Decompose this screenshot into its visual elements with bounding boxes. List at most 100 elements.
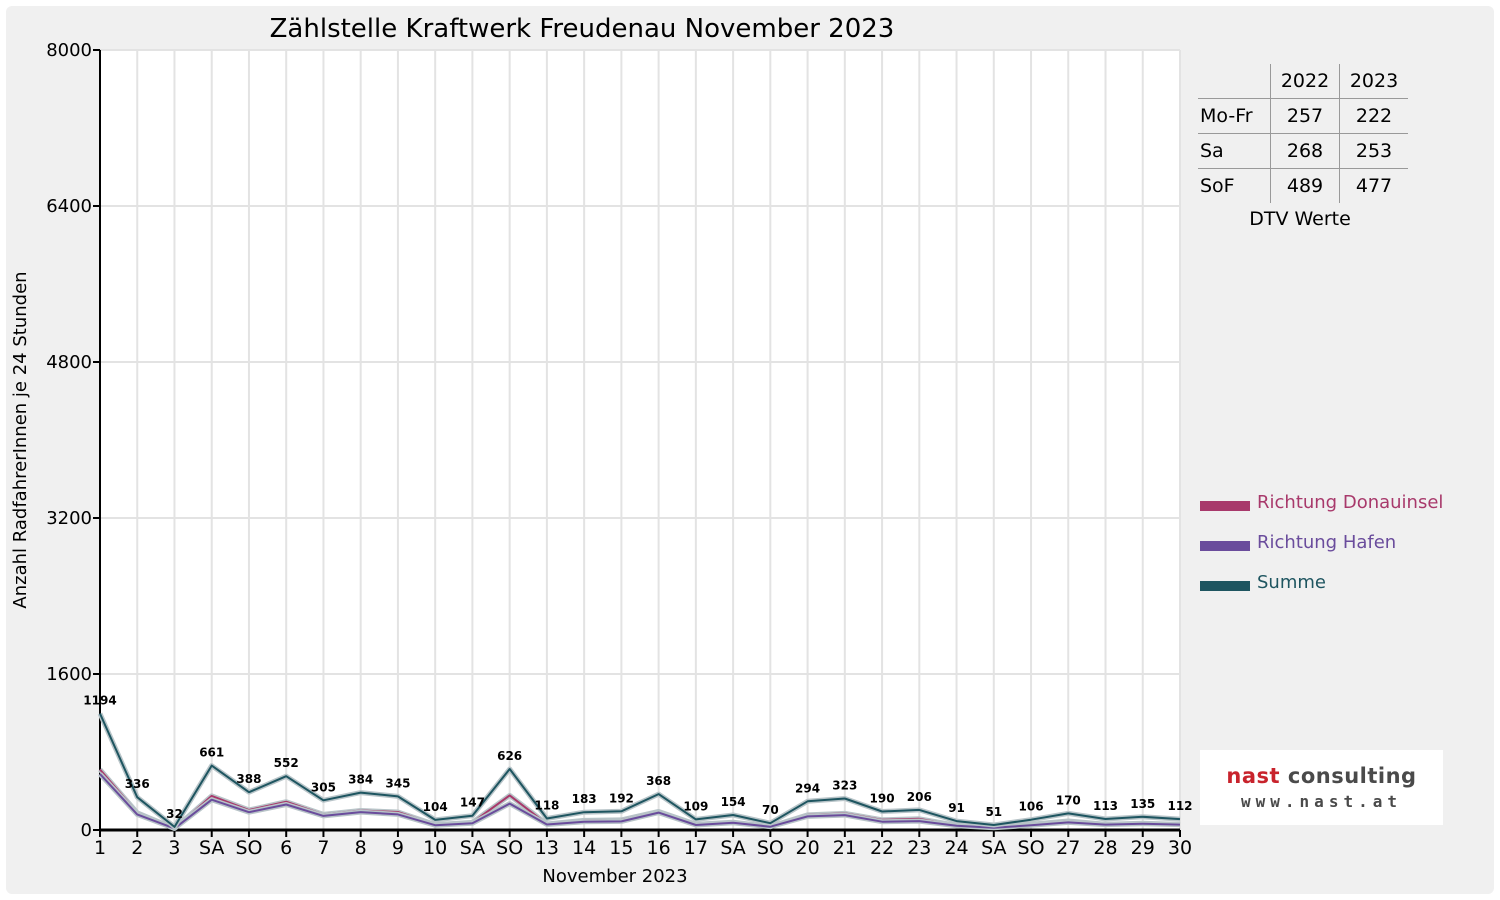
y-axis-label: Anzahl RadfahrerInnen je 24 Stunden (10, 271, 31, 608)
data-label: 626 (497, 749, 522, 763)
dtv-table: 2022 2023 Mo-Fr 257 222 Sa 268 253 SoF 4… (1198, 64, 1408, 203)
dtv-cell: 253 (1339, 133, 1408, 169)
dtv-corner (1198, 64, 1271, 99)
plot-area (100, 50, 1180, 830)
data-label: 305 (311, 780, 336, 794)
series-line-summe (99, 713, 1181, 828)
data-label: 154 (721, 795, 746, 809)
y-tick-label: 6400 (46, 196, 92, 217)
x-tick-label: 30 (1168, 837, 1192, 859)
legend-label: Richtung Hafen (1257, 532, 1397, 553)
x-tick-label: SO (757, 837, 784, 859)
data-label: 1194 (83, 694, 116, 708)
data-label: 51 (985, 805, 1002, 819)
x-tick-label: SA (460, 837, 485, 859)
x-tick-label: SO (1018, 837, 1045, 859)
x-tick-label: 28 (1093, 837, 1117, 859)
data-label: 70 (762, 803, 779, 817)
data-label: 206 (907, 790, 932, 804)
dtv-header-2022: 2022 (1270, 64, 1340, 99)
x-tick-label: 9 (392, 837, 404, 859)
data-label: 384 (348, 773, 373, 787)
dtv-header-row: 2022 2023 (1198, 64, 1408, 99)
y-tick-label: 4800 (46, 352, 92, 373)
data-label: 113 (1093, 799, 1118, 813)
company-logo: nast consulting www.nast.at (1200, 750, 1443, 825)
x-tick-label: SO (235, 837, 262, 859)
x-tick-label: 29 (1131, 837, 1155, 859)
data-label: 183 (572, 792, 597, 806)
dtv-cell: 477 (1339, 168, 1408, 203)
legend-swatch (1200, 541, 1250, 551)
data-label: 336 (125, 777, 150, 791)
x-tick-label: 22 (870, 837, 894, 859)
data-label: 106 (1019, 800, 1044, 814)
dtv-row-mofr: Mo-Fr 257 222 (1198, 98, 1408, 134)
data-label: 135 (1130, 797, 1155, 811)
data-label: 345 (385, 776, 410, 790)
x-tick-label: 16 (647, 837, 671, 859)
legend-swatch (1200, 501, 1250, 511)
legend-label: Summe (1257, 572, 1326, 593)
x-tick-label: 21 (833, 837, 857, 859)
x-tick-label: 1 (94, 837, 106, 859)
dtv-header-2023: 2023 (1339, 64, 1408, 99)
x-tick-label: 2 (131, 837, 143, 859)
data-label: 109 (683, 799, 708, 813)
x-tick-label: 13 (535, 837, 559, 859)
y-tick-label: 1600 (46, 664, 92, 685)
data-label: 323 (832, 779, 857, 793)
x-tick-label: SA (981, 837, 1006, 859)
data-label: 104 (423, 800, 448, 814)
data-label: 661 (199, 746, 224, 760)
dtv-caption: DTV Werte (1249, 208, 1351, 230)
y-tick-label: 8000 (46, 40, 92, 61)
logo-name-part1: nast (1226, 764, 1281, 788)
dtv-row-label: Sa (1198, 133, 1271, 169)
data-label: 552 (274, 756, 299, 770)
x-tick-label: 10 (423, 837, 447, 859)
dtv-row-sa: Sa 268 253 (1198, 133, 1408, 169)
logo-name-part2: consulting (1287, 764, 1417, 788)
x-tick-label: 15 (609, 837, 633, 859)
data-label: 112 (1167, 799, 1192, 813)
x-axis-label: November 2023 (542, 866, 687, 887)
x-tick-label: 14 (572, 837, 596, 859)
data-label: 118 (534, 798, 559, 812)
x-tick-label: 6 (280, 837, 292, 859)
dtv-row-label: Mo-Fr (1198, 98, 1271, 134)
x-tick-label: SA (720, 837, 745, 859)
dtv-cell: 222 (1339, 98, 1408, 134)
x-tick-label: SA (199, 837, 224, 859)
data-label: 147 (460, 796, 485, 810)
data-label: 368 (646, 774, 671, 788)
x-tick-label: 20 (795, 837, 819, 859)
data-label: 32 (166, 807, 183, 821)
dtv-row-label: SoF (1198, 168, 1271, 203)
data-label: 192 (609, 791, 634, 805)
dtv-row-sof: SoF 489 477 (1198, 168, 1408, 203)
x-tick-label: SO (496, 837, 523, 859)
x-tick-label: 7 (317, 837, 329, 859)
data-label: 388 (236, 772, 261, 786)
chart-title: Zählstelle Kraftwerk Freudenau November … (270, 14, 895, 44)
y-tick-label: 3200 (46, 508, 92, 529)
dtv-cell: 257 (1270, 98, 1340, 134)
data-label: 190 (870, 791, 895, 805)
y-tick-label: 0 (81, 820, 92, 841)
dtv-cell: 489 (1270, 168, 1340, 203)
x-tick-label: 23 (907, 837, 931, 859)
data-label: 91 (948, 801, 965, 815)
logo-wordmark: nast consulting (1200, 764, 1443, 788)
x-tick-label: 8 (355, 837, 367, 859)
legend-swatch (1200, 581, 1250, 591)
data-label: 170 (1056, 793, 1081, 807)
logo-url: www.nast.at (1241, 792, 1402, 811)
x-tick-label: 3 (168, 837, 180, 859)
x-tick-label: 24 (944, 837, 968, 859)
dtv-cell: 268 (1270, 133, 1340, 169)
series-line-hafen (99, 773, 1181, 830)
data-label: 294 (795, 781, 820, 795)
x-tick-label: 27 (1056, 837, 1080, 859)
